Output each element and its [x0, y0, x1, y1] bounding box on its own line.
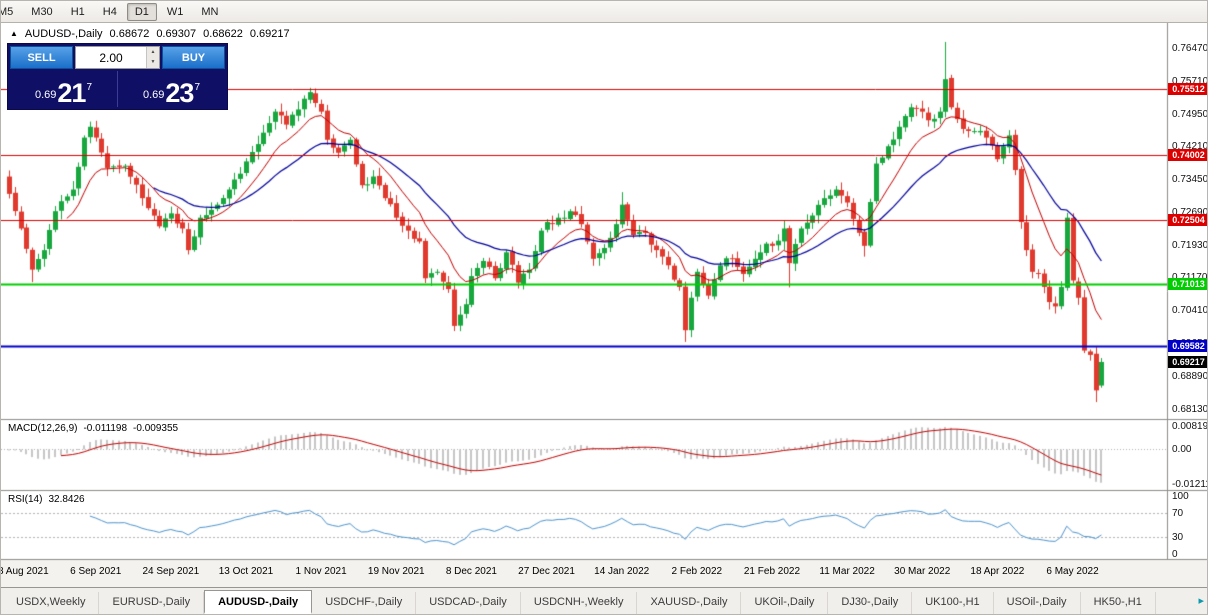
date-label: 1 Nov 2021 — [295, 566, 347, 577]
timeframe-button-d1[interactable]: D1 — [126, 2, 157, 21]
ask-price-pips: 23 — [165, 78, 194, 109]
sell-button[interactable]: SELL — [10, 46, 73, 69]
macd-indicator-label: MACD(12,26,9) -0.011198 -0.009355 — [8, 423, 178, 434]
ohlc-high: 0.69307 — [156, 28, 197, 40]
buy-button[interactable]: BUY — [162, 46, 225, 69]
symbol-tab[interactable]: DJ30-,Daily — [828, 592, 913, 614]
timeframe-button-w1[interactable]: W1 — [159, 3, 192, 21]
date-label: 19 Nov 2021 — [367, 566, 425, 577]
volume-spin-buttons: ▲ ▼ — [146, 47, 159, 68]
macd-scale-tick: -0.01211 — [1172, 479, 1208, 490]
volume-decrease-button[interactable]: ▼ — [147, 57, 159, 68]
price-scale-tick: 0.74950 — [1172, 108, 1208, 120]
tab-scroll-right-icon[interactable]: ▸ — [1198, 595, 1204, 607]
chart-symbol-icon: ▲ — [10, 29, 18, 38]
ask-price-display[interactable]: 0.69 23 7 — [118, 71, 225, 107]
macd-main-value: -0.011198 — [83, 423, 128, 434]
macd-scale-tick: 0.00 — [1172, 444, 1192, 456]
chart-area: ▲ AUDUSD-,Daily 0.68672 0.69307 0.68622 … — [1, 23, 1208, 589]
chart-tab-bar: ▸ USDX,Weekly EURUSD-,Daily AUDUSD-,Daily U… — [1, 587, 1207, 614]
timeframe-button-h1[interactable]: H1 — [63, 3, 93, 21]
symbol-tab[interactable]: USDCHF-,Daily — [312, 592, 417, 614]
bid-price-pips: 21 — [57, 78, 86, 109]
volume-stepper: ▲ ▼ — [75, 46, 160, 69]
date-label: 24 Sep 2021 — [142, 566, 200, 577]
rsi-name: RSI(14) — [8, 494, 43, 505]
macd-signal-value: -0.009355 — [133, 423, 179, 434]
timeframe-button-h4[interactable]: H4 — [95, 3, 125, 21]
price-chart-canvas[interactable] — [1, 23, 1207, 589]
symbol-tab[interactable]: USDCNH-,Weekly — [521, 592, 638, 614]
symbol-tab[interactable]: USOil-,Daily — [994, 592, 1081, 614]
price-line-badge: 0.69582 — [1168, 340, 1207, 353]
date-label: 6 May 2022 — [1046, 566, 1099, 577]
volume-input[interactable] — [76, 47, 146, 68]
ohlc-close: 0.69217 — [249, 28, 290, 40]
price-scale-tick: 0.73450 — [1172, 173, 1208, 185]
price-scale-tick: 0.76470 — [1172, 43, 1208, 54]
price-scale-tick: 0.71930 — [1172, 239, 1208, 251]
price-line-badge: 0.71013 — [1168, 278, 1207, 291]
timeframe-toolbar: M5 M30 H1 H4 D1 W1 MN — [1, 1, 1207, 23]
symbol-tab[interactable]: USDCAD-,Daily — [416, 592, 521, 614]
macd-scale-tick: 0.008197 — [1172, 421, 1208, 432]
date-label: 6 Sep 2021 — [70, 566, 122, 577]
price-scale-tick: 0.70410 — [1172, 305, 1208, 317]
ohlc-low: 0.68622 — [203, 28, 243, 40]
rsi-scale-tick: 70 — [1172, 508, 1184, 520]
chart-title: ▲ AUDUSD-,Daily 0.68672 0.69307 0.68622 … — [10, 28, 290, 40]
bid-price-display[interactable]: 0.69 21 7 — [10, 71, 118, 107]
timeframe-button-m5[interactable]: M5 — [1, 3, 21, 21]
rsi-scale-tick: 100 — [1172, 491, 1189, 502]
symbol-tab[interactable]: HK50-,H1 — [1081, 592, 1156, 614]
date-label: 27 Dec 2021 — [518, 566, 575, 577]
rsi-scale-tick: 30 — [1172, 531, 1184, 543]
date-label: 2 Feb 2022 — [671, 566, 723, 577]
date-label: 14 Jan 2022 — [594, 566, 650, 577]
date-label: 18 Apr 2022 — [970, 566, 1025, 577]
symbol-tab[interactable]: USDX,Weekly — [3, 592, 100, 614]
chart-symbol-period: AUDUSD-,Daily — [24, 28, 103, 40]
date-label: 30 Mar 2022 — [894, 566, 951, 577]
price-line-badge: 0.74002 — [1168, 148, 1207, 161]
symbol-tab[interactable]: AUDUSD-,Daily — [204, 590, 313, 614]
bid-price-point: 7 — [86, 82, 93, 93]
date-label: 11 Mar 2022 — [819, 566, 875, 577]
date-label: 21 Feb 2022 — [743, 566, 801, 577]
bid-ask-display: 0.69 21 7 0.69 23 7 — [10, 71, 225, 107]
symbol-tab[interactable]: UKOil-,Daily — [741, 592, 829, 614]
symbol-tab[interactable]: EURUSD-,Daily — [99, 592, 205, 614]
price-line-badge: 0.75512 — [1168, 83, 1207, 96]
rsi-indicator-label: RSI(14) 32.8426 — [8, 494, 85, 505]
price-scale-tick: 0.68890 — [1172, 371, 1208, 383]
timeframe-button-mn[interactable]: MN — [193, 3, 226, 21]
symbol-tab[interactable]: UK100-,H1 — [912, 592, 994, 614]
price-scale-tick: 0.71170 — [1172, 273, 1207, 283]
ohlc-open: 0.68672 — [109, 28, 150, 40]
date-label: 13 Oct 2021 — [218, 566, 274, 577]
timeframe-button-m30[interactable]: M30 — [23, 3, 60, 21]
rsi-scale-tick: 0 — [1172, 549, 1178, 560]
macd-name: MACD(12,26,9) — [8, 423, 78, 434]
price-scale-tick: 0.74210 — [1172, 140, 1208, 152]
one-click-trading-panel: SELL ▲ ▼ BUY 0.69 21 7 0.69 — [8, 44, 227, 109]
price-scale-tick: 0.75710 — [1172, 75, 1208, 87]
ask-price-point: 7 — [194, 82, 201, 93]
price-line-badge: 0.72504 — [1168, 213, 1207, 226]
price-scale-tick: 0.68130 — [1172, 404, 1208, 415]
symbol-tab[interactable]: XAUUSD-,Daily — [637, 592, 742, 614]
price-scale-tick: 0.72690 — [1172, 206, 1208, 218]
current-price-badge: 0.69217 — [1168, 355, 1207, 368]
volume-increase-button[interactable]: ▲ — [147, 47, 159, 58]
date-label: 8 Dec 2021 — [445, 566, 497, 577]
bid-price-prefix: 0.69 — [34, 89, 57, 101]
rsi-value: 32.8426 — [48, 494, 85, 505]
date-label: 18 Aug 2021 — [1, 566, 49, 577]
ask-price-prefix: 0.69 — [142, 89, 165, 101]
